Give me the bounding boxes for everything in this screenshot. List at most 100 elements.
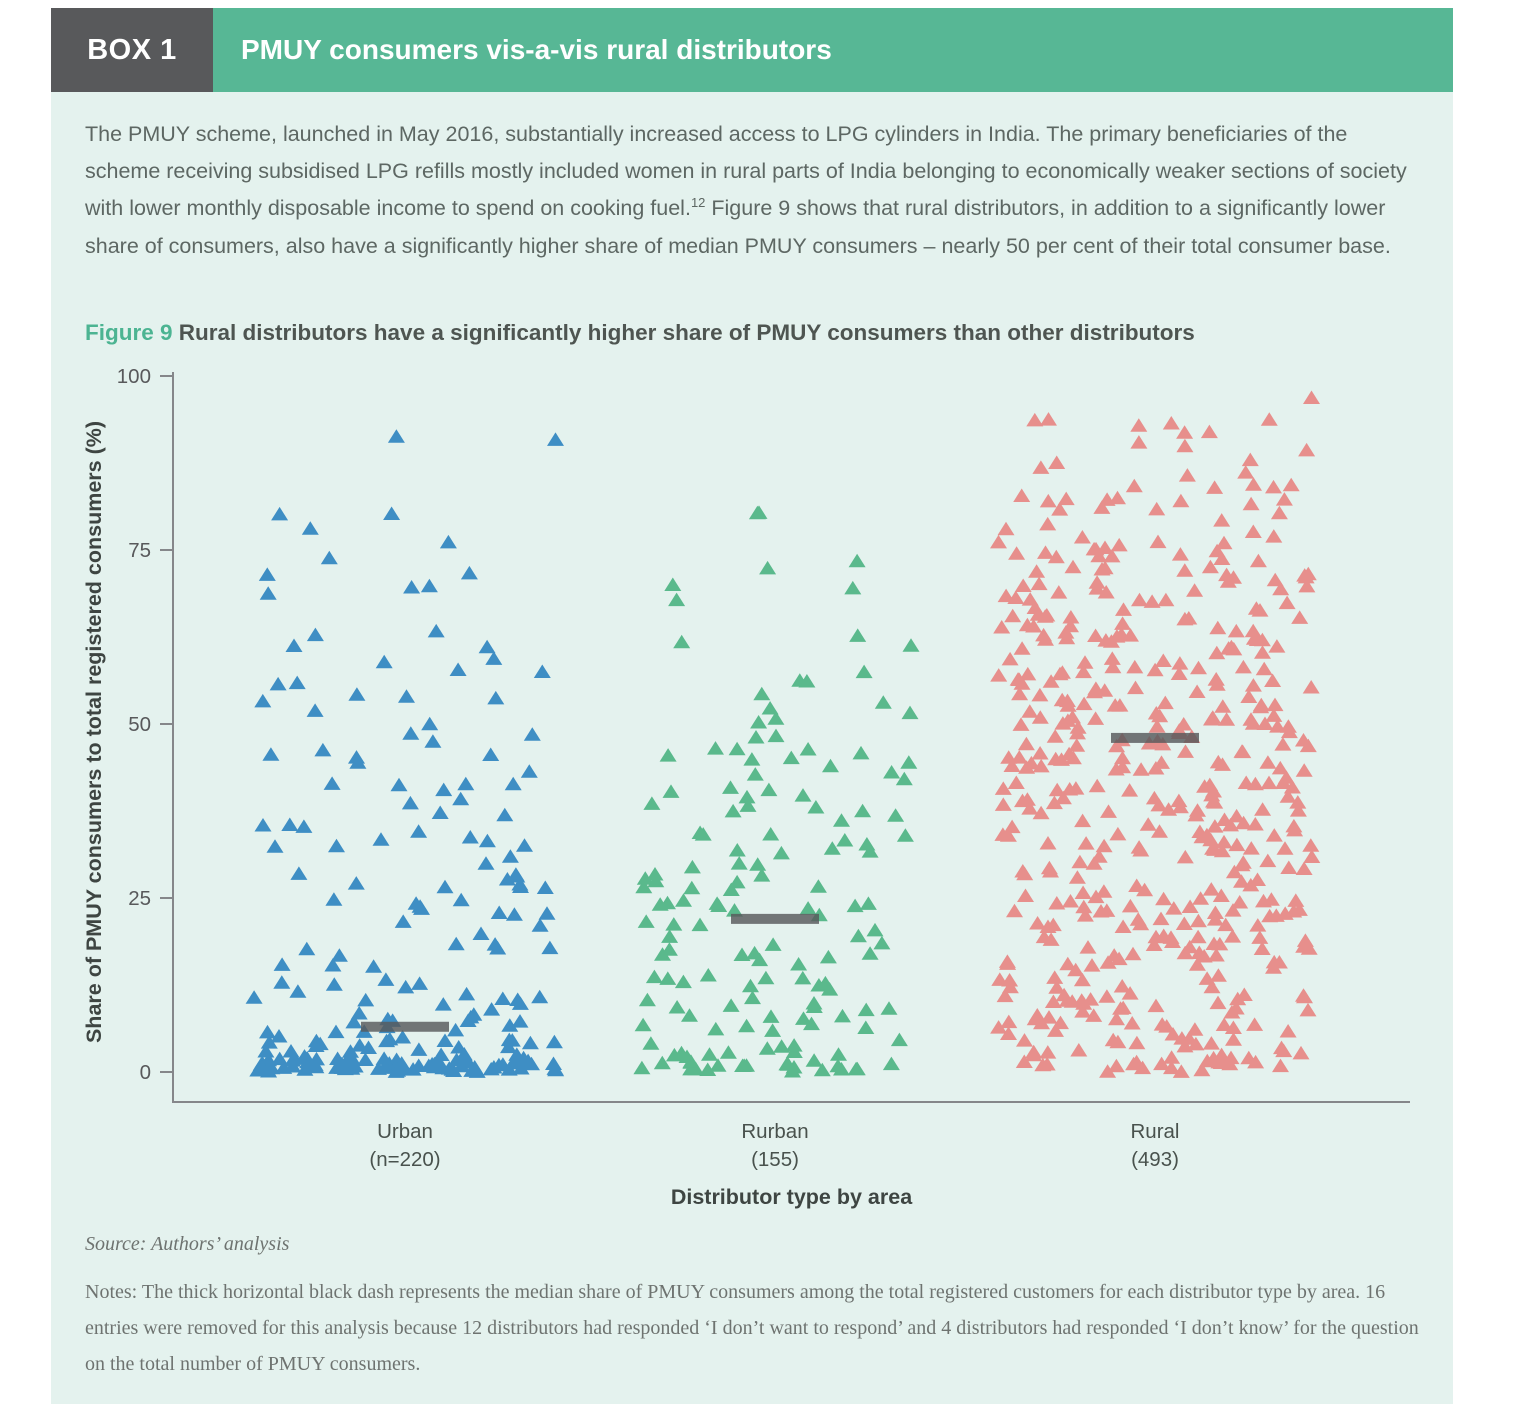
scatter-point bbox=[307, 1059, 325, 1074]
scatter-point bbox=[1206, 842, 1224, 856]
scatter-point bbox=[443, 1062, 461, 1076]
scatter-point bbox=[760, 782, 778, 797]
scatter-point bbox=[472, 926, 490, 940]
scatter-point bbox=[1162, 930, 1180, 944]
scatter-point bbox=[708, 896, 726, 910]
scatter-point bbox=[295, 819, 313, 833]
scatter-point bbox=[1218, 712, 1236, 726]
scatter-point bbox=[1256, 716, 1274, 730]
scatter-point bbox=[508, 1047, 526, 1061]
scatter-point bbox=[1152, 911, 1170, 926]
scatter-point bbox=[485, 1060, 503, 1074]
scatter-point bbox=[668, 1000, 686, 1014]
scatter-point bbox=[743, 752, 761, 766]
scatter-point bbox=[398, 689, 415, 703]
scatter-point bbox=[410, 824, 428, 838]
scatter-point bbox=[1103, 651, 1121, 665]
scatter-point bbox=[1039, 919, 1057, 933]
scatter-point bbox=[1242, 841, 1260, 855]
scatter-point bbox=[1302, 680, 1320, 694]
scatter-point bbox=[852, 745, 870, 760]
scatter-point bbox=[394, 914, 412, 928]
scatter-point bbox=[520, 764, 538, 778]
scatter-point bbox=[1209, 995, 1227, 1010]
scatter-point bbox=[1259, 755, 1277, 769]
scatter-point bbox=[273, 975, 291, 989]
scatter-point bbox=[376, 1059, 394, 1073]
scatter-point bbox=[1071, 854, 1089, 869]
scatter-point bbox=[738, 1018, 756, 1033]
scatter-point bbox=[773, 1039, 791, 1053]
scatter-point bbox=[1013, 641, 1031, 655]
scatter-point bbox=[1042, 932, 1060, 946]
scatter-point bbox=[1048, 896, 1066, 910]
scatter-point bbox=[664, 577, 682, 591]
scatter-point bbox=[1242, 877, 1260, 892]
scatter-point bbox=[694, 827, 712, 841]
scatter-point bbox=[859, 896, 877, 910]
scatter-point bbox=[1062, 618, 1079, 633]
scatter-point bbox=[1247, 1054, 1265, 1069]
scatter-point bbox=[1274, 775, 1292, 789]
scatter-point bbox=[719, 1045, 737, 1059]
scatter-point bbox=[1198, 1053, 1216, 1068]
scatter-point bbox=[483, 1002, 501, 1016]
scatter-point bbox=[1076, 655, 1094, 669]
scatter-point bbox=[281, 817, 299, 831]
scatter-point bbox=[848, 553, 866, 568]
scatter-point bbox=[1107, 1058, 1125, 1073]
scatter-point bbox=[1212, 888, 1230, 902]
scatter-point bbox=[1209, 754, 1227, 769]
scatter-point bbox=[1039, 516, 1057, 531]
scatter-point bbox=[1249, 918, 1267, 932]
scatter-point bbox=[523, 727, 541, 741]
scatter-point bbox=[271, 506, 289, 521]
scatter-point bbox=[1241, 452, 1259, 467]
scatter-point bbox=[1087, 681, 1105, 695]
scatter-point bbox=[282, 1044, 300, 1058]
scatter-point bbox=[1253, 941, 1271, 955]
scatter-point bbox=[1279, 719, 1297, 733]
scatter-point bbox=[327, 1024, 345, 1039]
scatter-point bbox=[494, 991, 512, 1005]
scatter-point bbox=[854, 803, 872, 818]
scatter-point bbox=[1126, 659, 1144, 674]
scatter-point bbox=[1115, 602, 1132, 616]
scatter-point bbox=[1303, 390, 1320, 404]
scatter-point bbox=[348, 687, 366, 701]
scatter-point bbox=[1302, 838, 1320, 852]
scatter-point bbox=[421, 716, 439, 731]
scatter-point bbox=[1228, 808, 1246, 823]
scatter-point bbox=[1010, 672, 1028, 686]
scatter-point bbox=[1272, 581, 1290, 596]
scatter-point bbox=[1075, 696, 1093, 711]
scatter-point bbox=[1295, 988, 1312, 1002]
scatter-point bbox=[423, 1056, 441, 1071]
scatter-point bbox=[1033, 1015, 1050, 1030]
scatter-point bbox=[1203, 979, 1221, 994]
scatter-point bbox=[1186, 583, 1204, 597]
scatter-point bbox=[547, 432, 564, 446]
scatter-point bbox=[288, 675, 306, 690]
scatter-point bbox=[1171, 656, 1189, 670]
scatter-point bbox=[1121, 898, 1139, 913]
scatter-point bbox=[420, 578, 438, 593]
scatter-point bbox=[1249, 553, 1267, 568]
scatter-point bbox=[1254, 645, 1271, 659]
scatter-point bbox=[269, 676, 287, 691]
scatter-point bbox=[1275, 492, 1293, 506]
scatter-point bbox=[767, 728, 785, 743]
scatter-point bbox=[1034, 1057, 1052, 1072]
scatter-point bbox=[1292, 1045, 1310, 1060]
scatter-point bbox=[994, 797, 1012, 811]
scatter-point bbox=[1156, 695, 1174, 710]
x-group-sublabel: (n=220) bbox=[369, 1148, 440, 1171]
scatter-point bbox=[1272, 1058, 1289, 1073]
scatter-point bbox=[1114, 919, 1132, 933]
scatter-point bbox=[458, 986, 476, 1001]
scatter-point bbox=[1299, 566, 1317, 581]
scatter-point bbox=[678, 1049, 696, 1063]
scatter-point bbox=[296, 1049, 313, 1063]
scatter-point bbox=[1114, 1000, 1132, 1015]
scatter-point bbox=[257, 1044, 275, 1058]
